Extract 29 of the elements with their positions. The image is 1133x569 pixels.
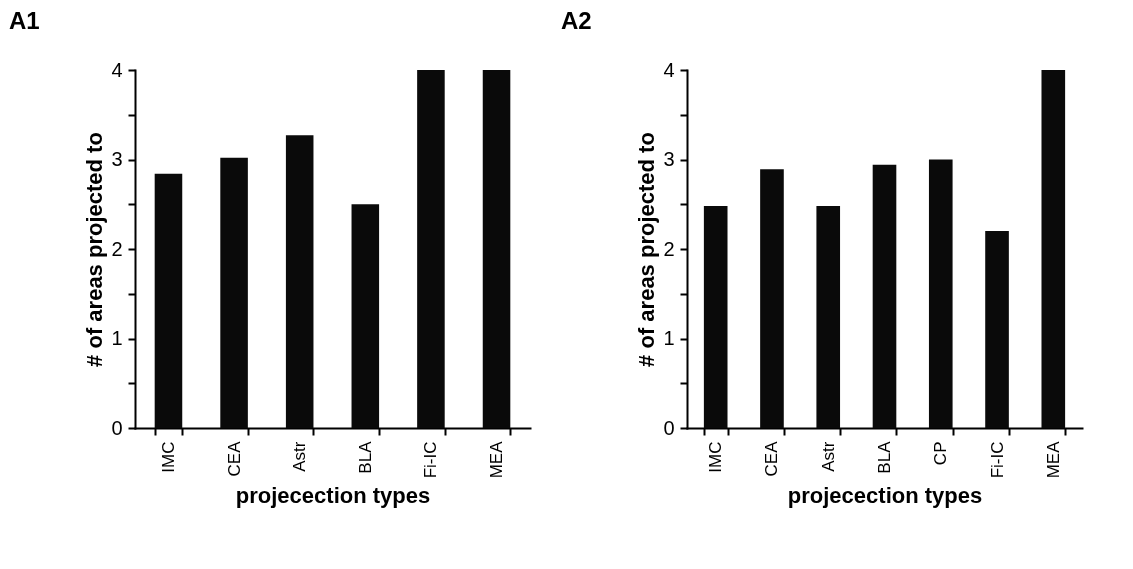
x-tick-label: Astr (290, 441, 310, 472)
y-tick-label: 4 (111, 58, 123, 81)
chart-title: A1 (8, 7, 40, 34)
x-axis-title: projecection types (787, 483, 983, 509)
x-axis-title: projecection types (235, 483, 431, 509)
y-tick-label: 1 (663, 327, 675, 349)
y-axis-title: # of areas projected to (82, 132, 108, 367)
y-axis-title: # of areas projected to (634, 132, 660, 367)
x-tick-label: CEA (224, 440, 244, 477)
x-tick-label: CEA (762, 440, 782, 477)
chart-title: A2 (560, 7, 592, 34)
x-tick-label: MEA (1043, 440, 1063, 479)
x-tick-label: BLA (355, 440, 375, 474)
y-tick-label: 3 (663, 148, 675, 170)
y-tick-label: 2 (663, 237, 675, 260)
x-tick-label: IMC (158, 441, 178, 473)
x-tick-label: MEA (487, 440, 507, 479)
y-tick-label: 0 (663, 416, 675, 439)
x-tick-label: Astr (818, 441, 838, 472)
x-tick-label: IMC (706, 441, 726, 473)
y-tick-label: 3 (111, 148, 123, 170)
y-tick-label: 1 (111, 327, 123, 349)
x-tick-label: Fi-IC (421, 441, 441, 479)
y-tick-label: 2 (111, 237, 123, 260)
y-tick-label: 4 (663, 58, 675, 81)
x-tick-label: BLA (875, 440, 894, 474)
x-tick-label: CP (931, 441, 951, 466)
x-tick-label: Fi-IC (987, 441, 1007, 479)
y-tick-label: 0 (111, 416, 123, 439)
